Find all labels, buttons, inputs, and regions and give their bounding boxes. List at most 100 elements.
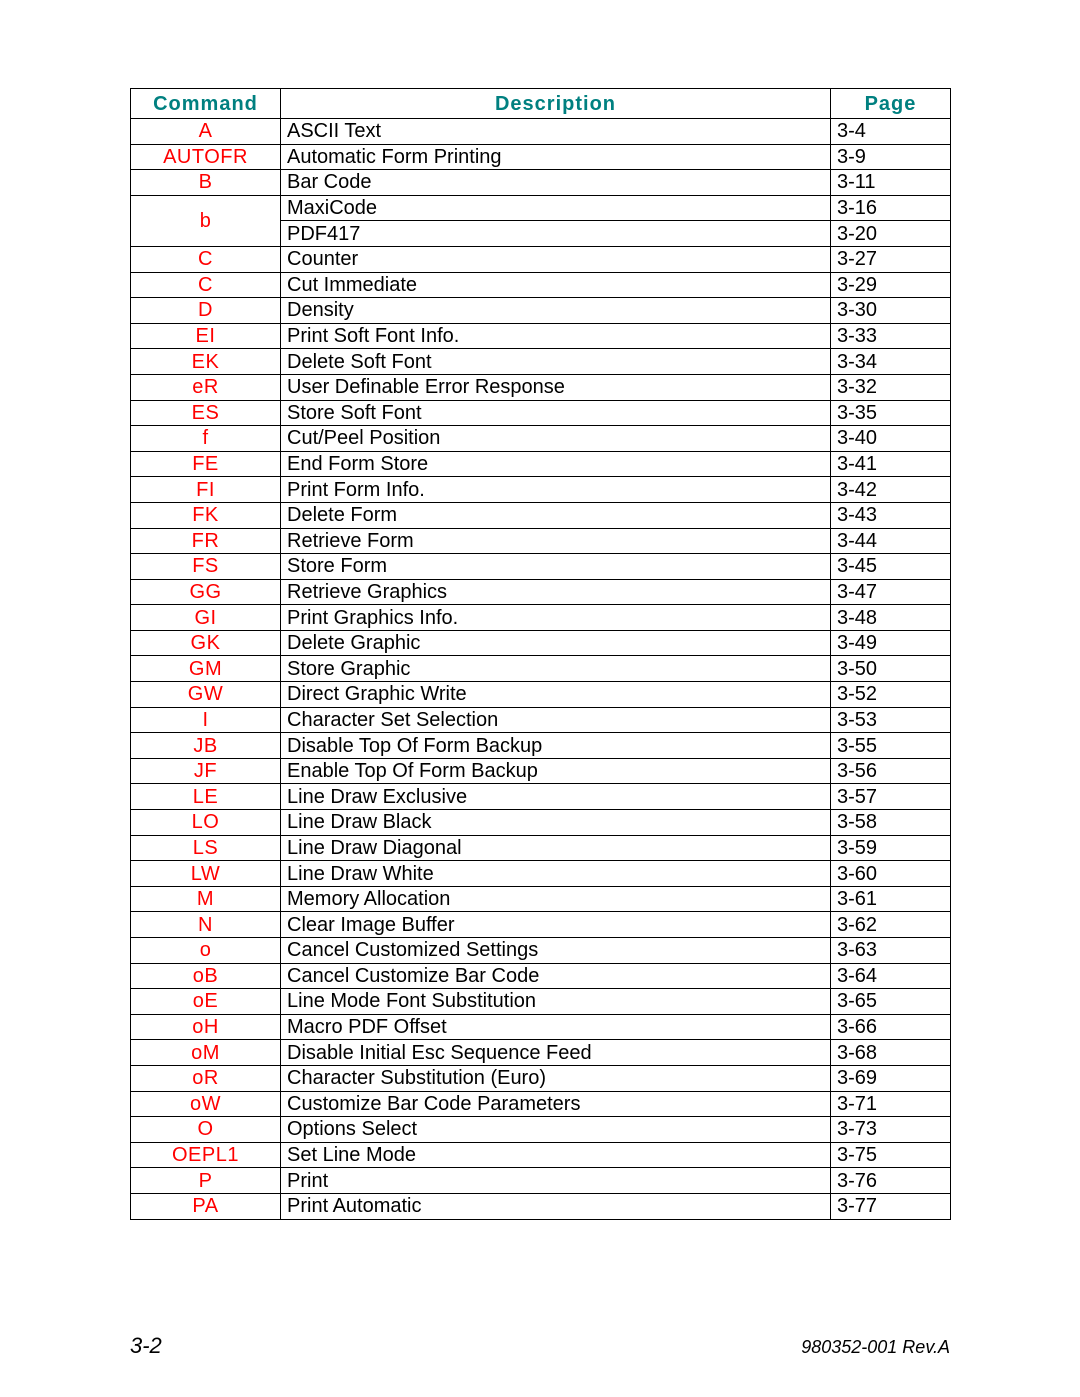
page-cell: 3-27 [831, 246, 951, 272]
table-row: GMStore Graphic3-50 [131, 656, 951, 682]
table-row: LWLine Draw White3-60 [131, 861, 951, 887]
page-cell: 3-40 [831, 426, 951, 452]
table-row: NClear Image Buffer3-62 [131, 912, 951, 938]
command-cell: FR [131, 528, 281, 554]
page-cell: 3-61 [831, 886, 951, 912]
page-cell: 3-34 [831, 349, 951, 375]
command-cell: M [131, 886, 281, 912]
description-cell: PDF417 [281, 221, 831, 247]
table-row: eRUser Definable Error Response3-32 [131, 374, 951, 400]
table-row: OEPL1Set Line Mode3-75 [131, 1142, 951, 1168]
description-cell: MaxiCode [281, 195, 831, 221]
table-row: CCut Immediate3-29 [131, 272, 951, 298]
table-row: BBar Code3-11 [131, 170, 951, 196]
footer-doc-revision: 980352-001 Rev.A [801, 1337, 950, 1358]
page-footer: 3-2 980352-001 Rev.A [130, 1333, 950, 1359]
command-cell: o [131, 938, 281, 964]
page-cell: 3-69 [831, 1065, 951, 1091]
page-cell: 3-77 [831, 1193, 951, 1219]
page-cell: 3-35 [831, 400, 951, 426]
page-cell: 3-58 [831, 810, 951, 836]
command-cell: FS [131, 554, 281, 580]
command-cell: GG [131, 579, 281, 605]
command-cell: GM [131, 656, 281, 682]
description-cell: Enable Top Of Form Backup [281, 758, 831, 784]
description-cell: Print Automatic [281, 1193, 831, 1219]
description-cell: Print Soft Font Info. [281, 323, 831, 349]
table-row: oRCharacter Substitution (Euro)3-69 [131, 1065, 951, 1091]
description-cell: End Form Store [281, 451, 831, 477]
command-cell: EK [131, 349, 281, 375]
command-cell: LS [131, 835, 281, 861]
table-row: EIPrint Soft Font Info.3-33 [131, 323, 951, 349]
page-cell: 3-16 [831, 195, 951, 221]
description-cell: Print Form Info. [281, 477, 831, 503]
table-row: oHMacro PDF Offset3-66 [131, 1014, 951, 1040]
page-cell: 3-63 [831, 938, 951, 964]
description-cell: Store Soft Font [281, 400, 831, 426]
table-row: OOptions Select3-73 [131, 1117, 951, 1143]
command-cell: OEPL1 [131, 1142, 281, 1168]
header-description: Description [281, 89, 831, 119]
table-row: MMemory Allocation3-61 [131, 886, 951, 912]
command-cell: b [131, 195, 281, 246]
page-cell: 3-48 [831, 605, 951, 631]
description-cell: Character Set Selection [281, 707, 831, 733]
page-cell: 3-65 [831, 989, 951, 1015]
page-cell: 3-53 [831, 707, 951, 733]
page-cell: 3-45 [831, 554, 951, 580]
description-cell: Line Draw Diagonal [281, 835, 831, 861]
page-cell: 3-66 [831, 1014, 951, 1040]
command-cell: O [131, 1117, 281, 1143]
description-cell: Retrieve Graphics [281, 579, 831, 605]
description-cell: Line Mode Font Substitution [281, 989, 831, 1015]
command-cell: AUTOFR [131, 144, 281, 170]
table-row: bMaxiCode3-16 [131, 195, 951, 221]
command-cell: GK [131, 630, 281, 656]
description-cell: Store Form [281, 554, 831, 580]
table-row: FEEnd Form Store3-41 [131, 451, 951, 477]
command-cell: FI [131, 477, 281, 503]
table-row: FRRetrieve Form3-44 [131, 528, 951, 554]
table-row: ESStore Soft Font3-35 [131, 400, 951, 426]
table-row: JFEnable Top Of Form Backup3-56 [131, 758, 951, 784]
page-cell: 3-41 [831, 451, 951, 477]
page-cell: 3-75 [831, 1142, 951, 1168]
table-row: LELine Draw Exclusive3-57 [131, 784, 951, 810]
command-cell: C [131, 272, 281, 298]
table-row: JBDisable Top Of Form Backup3-55 [131, 733, 951, 759]
command-cell: LO [131, 810, 281, 836]
description-cell: Line Draw Black [281, 810, 831, 836]
page-cell: 3-42 [831, 477, 951, 503]
description-cell: Counter [281, 246, 831, 272]
description-cell: Bar Code [281, 170, 831, 196]
description-cell: User Definable Error Response [281, 374, 831, 400]
command-cell: P [131, 1168, 281, 1194]
table-row: oBCancel Customize Bar Code3-64 [131, 963, 951, 989]
header-page: Page [831, 89, 951, 119]
description-cell: Automatic Form Printing [281, 144, 831, 170]
command-cell: EI [131, 323, 281, 349]
table-row: DDensity3-30 [131, 298, 951, 324]
page-cell: 3-68 [831, 1040, 951, 1066]
table-row: FKDelete Form3-43 [131, 502, 951, 528]
table-row: oCancel Customized Settings3-63 [131, 938, 951, 964]
page-cell: 3-49 [831, 630, 951, 656]
table-row: ICharacter Set Selection3-53 [131, 707, 951, 733]
description-cell: Clear Image Buffer [281, 912, 831, 938]
page-cell: 3-43 [831, 502, 951, 528]
description-cell: Macro PDF Offset [281, 1014, 831, 1040]
table-row: oMDisable Initial Esc Sequence Feed3-68 [131, 1040, 951, 1066]
page-cell: 3-56 [831, 758, 951, 784]
page-cell: 3-71 [831, 1091, 951, 1117]
page-cell: 3-59 [831, 835, 951, 861]
table-row: AASCII Text3-4 [131, 119, 951, 145]
page-cell: 3-60 [831, 861, 951, 887]
page-cell: 3-30 [831, 298, 951, 324]
command-cell: GI [131, 605, 281, 631]
description-cell: Disable Initial Esc Sequence Feed [281, 1040, 831, 1066]
command-cell: I [131, 707, 281, 733]
command-cell: oM [131, 1040, 281, 1066]
description-cell: Density [281, 298, 831, 324]
description-cell: Cancel Customized Settings [281, 938, 831, 964]
